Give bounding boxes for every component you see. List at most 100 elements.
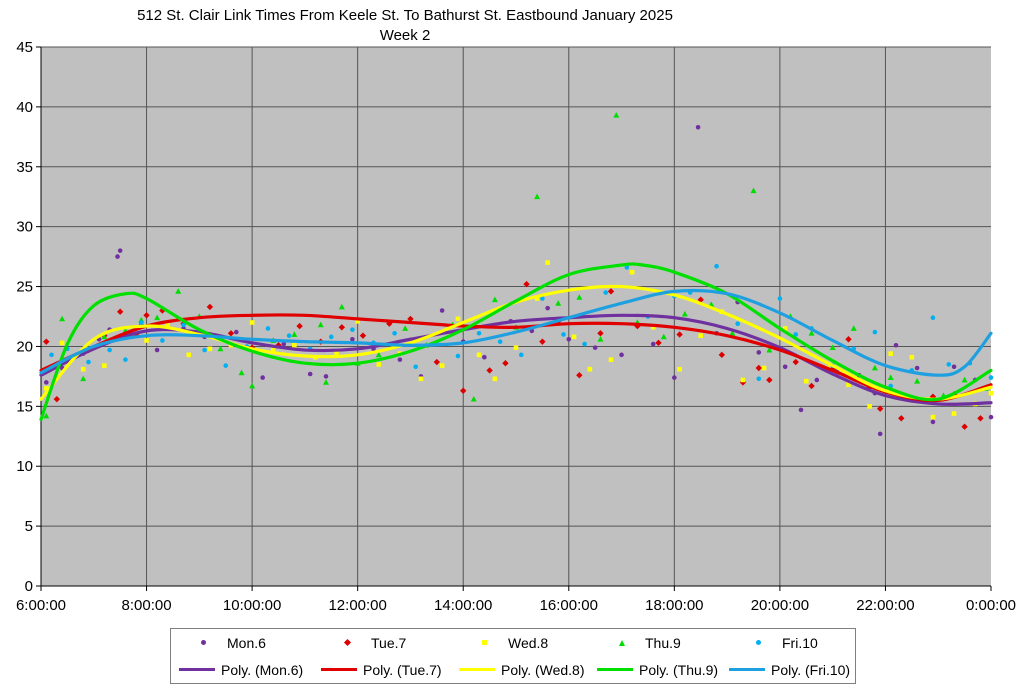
- y-tick-label: 35: [16, 159, 33, 176]
- data-point: [116, 308, 124, 315]
- data-point: [803, 378, 809, 384]
- legend-symbol: [729, 658, 765, 682]
- data-point: [223, 363, 229, 368]
- legend-label: Poly. (Tue.7): [363, 662, 442, 678]
- legend-line: [459, 668, 495, 671]
- data-point: [402, 325, 409, 331]
- data-point: [138, 320, 144, 325]
- data-point: [115, 254, 120, 259]
- data-point: [202, 347, 207, 353]
- data-point: [977, 415, 984, 422]
- data-point: [323, 374, 329, 379]
- legend-symbol: [329, 631, 365, 655]
- data-point: [328, 334, 334, 340]
- data-point: [808, 382, 815, 390]
- data-point: [729, 330, 736, 336]
- x-tick-label: 6:00:00: [16, 597, 66, 614]
- data-point: [227, 330, 235, 337]
- data-point: [433, 358, 441, 366]
- data-point: [123, 357, 128, 362]
- data-point: [766, 376, 773, 384]
- data-point: [260, 375, 265, 380]
- data-point: [603, 290, 609, 295]
- data-point: [117, 248, 123, 253]
- data-point: [265, 326, 271, 331]
- data-point: [43, 386, 49, 391]
- legend-symbol: [321, 658, 357, 682]
- data-point: [698, 333, 704, 338]
- data-point: [59, 315, 66, 322]
- legend-symbol: [466, 631, 502, 655]
- data-point: [914, 365, 920, 371]
- data-point: [486, 367, 493, 374]
- data-point: [988, 390, 994, 396]
- data-point: [930, 414, 936, 420]
- data-point: [291, 331, 298, 337]
- data-point: [86, 359, 91, 365]
- data-point: [619, 352, 624, 358]
- data-point: [207, 346, 213, 352]
- data-point: [829, 344, 836, 351]
- data-point: [777, 296, 783, 301]
- data-point: [650, 341, 656, 347]
- legend-item-trendline: Poly. (Tue.7): [321, 658, 442, 682]
- data-point: [355, 318, 360, 324]
- data-point: [249, 382, 256, 389]
- data-point: [893, 342, 899, 348]
- data-point: [292, 342, 297, 348]
- data-point: [413, 364, 419, 370]
- data-point: [296, 322, 303, 330]
- data-point: [455, 353, 461, 359]
- legend-label: Poly. (Fri.10): [771, 662, 851, 678]
- x-tick-label: 22:00:00: [856, 597, 914, 614]
- legend-item-trendline: Poly. (Fri.10): [729, 658, 850, 682]
- data-point: [102, 363, 107, 368]
- x-tick-label: 10:00:00: [223, 597, 281, 614]
- data-point: [872, 329, 878, 335]
- data-point: [608, 357, 614, 362]
- data-point: [718, 351, 726, 359]
- legend-row-markers: Mon.6 Tue.7 Wed.8 Thu.9 Fri.10: [171, 631, 855, 655]
- legend-symbol: [740, 631, 776, 655]
- data-point: [961, 376, 968, 383]
- data-point: [392, 330, 397, 336]
- data-point: [597, 336, 604, 342]
- legend-label: Tue.7: [371, 635, 407, 651]
- data-point: [695, 124, 701, 130]
- legend-label: Fri.10: [782, 635, 818, 651]
- data-point: [756, 376, 762, 382]
- data-point: [49, 352, 54, 358]
- legend-item-trendline: Poly. (Thu.9): [597, 658, 718, 682]
- data-point: [476, 330, 482, 336]
- data-point: [491, 296, 498, 303]
- data-point: [397, 357, 403, 362]
- legend-line: [179, 668, 215, 671]
- data-point: [946, 362, 952, 367]
- x-tick-label: 8:00:00: [122, 597, 172, 614]
- data-point: [988, 414, 994, 420]
- data-point: [43, 338, 50, 345]
- legend-marker: [201, 640, 206, 645]
- data-point: [740, 377, 746, 383]
- data-point: [677, 366, 682, 372]
- data-point: [107, 347, 112, 353]
- legend-label: Thu.9: [645, 635, 681, 651]
- y-tick-label: 40: [16, 99, 33, 116]
- data-point: [307, 371, 313, 377]
- trendline: [39, 262, 993, 422]
- data-point: [143, 312, 150, 319]
- data-point: [951, 364, 957, 370]
- data-point: [576, 294, 583, 300]
- data-point: [672, 375, 677, 380]
- x-tick-label: 18:00:00: [645, 597, 703, 614]
- data-point: [376, 362, 382, 367]
- data-point: [144, 338, 149, 343]
- data-point: [59, 340, 65, 346]
- trendline: [39, 313, 993, 406]
- data-point: [876, 405, 884, 412]
- data-point: [930, 419, 936, 425]
- legend-item-trendline: Poly. (Wed.8): [459, 658, 585, 682]
- trendline: [39, 313, 993, 403]
- data-point: [80, 366, 86, 372]
- data-point: [43, 412, 50, 419]
